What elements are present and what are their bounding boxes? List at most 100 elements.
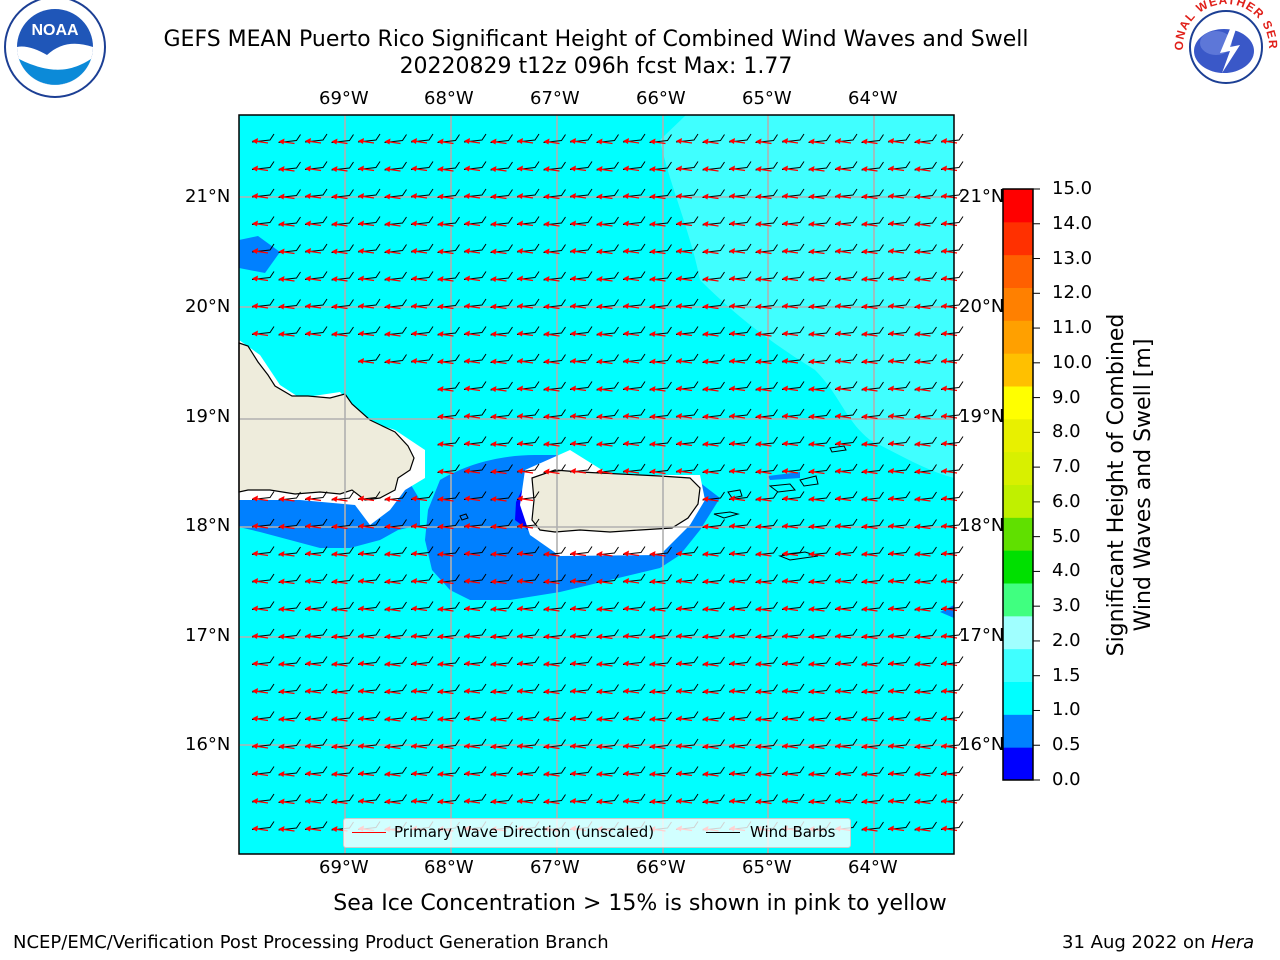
wave-arrow-head	[305, 193, 311, 199]
wave-arrow-head	[782, 798, 788, 804]
wave-arrow-head	[888, 303, 894, 309]
wave-arrow-head	[729, 385, 735, 392]
wave-arrow-head	[835, 303, 841, 309]
wave-arrow-head	[729, 138, 735, 144]
wave-arrow-head	[649, 386, 656, 392]
wave-arrow-head	[755, 688, 762, 695]
wave-arrow-head	[305, 715, 311, 722]
wave-arrow-head	[596, 413, 603, 420]
wave-arrow-head	[941, 715, 947, 722]
wave-arrow-head	[437, 496, 444, 502]
colorbar-band	[1003, 615, 1033, 650]
wave-arrow-head	[676, 275, 682, 282]
wave-arrow-head	[835, 193, 841, 199]
wave-arrow-head	[914, 248, 921, 255]
legend-wave-swatch	[352, 832, 386, 833]
wave-arrow-head	[702, 248, 709, 255]
wave-arrow-head	[358, 688, 364, 694]
wave-arrow-head	[570, 193, 576, 199]
wave-arrow-head	[808, 798, 815, 805]
wave-arrow-head	[755, 578, 762, 585]
wave-arrow-head	[861, 166, 868, 172]
wave-arrow-head	[914, 441, 921, 447]
wave-arrow-head	[782, 743, 788, 749]
wave-arrow-head	[649, 468, 656, 475]
lat-label-left: 18°N	[185, 515, 231, 536]
wave-arrow-head	[941, 633, 947, 639]
wave-arrow-head	[437, 303, 444, 310]
wave-arrow-head	[861, 331, 868, 337]
wave-arrow-head	[517, 275, 523, 282]
wave-arrow-head	[729, 660, 735, 667]
wave-arrow-head	[861, 716, 868, 722]
wave-arrow-head	[358, 248, 364, 254]
wave-arrow-head	[570, 385, 576, 392]
wave-arrow-head	[358, 303, 364, 309]
wave-arrow-head	[941, 798, 947, 804]
wave-arrow-head	[782, 275, 788, 282]
wave-arrow-head	[649, 221, 656, 227]
wave-arrow-head	[490, 303, 497, 310]
wave-arrow-head	[888, 550, 894, 557]
wave-arrow-head	[490, 138, 497, 145]
wave-arrow-head	[941, 495, 947, 502]
wave-arrow-head	[358, 633, 364, 639]
wave-arrow-head	[835, 743, 841, 749]
wave-arrow-head	[861, 661, 868, 667]
lat-label-left: 20°N	[185, 296, 231, 317]
wave-arrow-head	[596, 303, 603, 310]
lat-label-right: 16°N	[959, 734, 1005, 755]
wave-arrow-head	[490, 798, 497, 805]
wave-arrow-head	[358, 193, 364, 199]
wave-arrow-head	[331, 496, 338, 502]
wave-arrow-head	[437, 688, 444, 695]
wave-arrow-head	[331, 633, 338, 640]
wave-arrow-head	[914, 688, 921, 695]
wave-arrow-head	[517, 770, 523, 777]
wave-arrow-head	[941, 220, 947, 227]
wave-arrow-head	[649, 413, 656, 420]
colorbar-band	[1003, 714, 1033, 748]
wave-arrow-head	[490, 276, 497, 282]
wave-arrow-head	[331, 303, 338, 310]
wave-arrow-head	[252, 688, 258, 694]
wave-arrow-head	[490, 606, 497, 612]
wave-arrow-head	[596, 358, 603, 365]
wave-arrow-head	[835, 798, 841, 804]
wave-arrow-head	[517, 330, 523, 337]
wave-arrow-head	[702, 441, 709, 447]
wave-arrow-head	[384, 248, 391, 255]
colorbar-tick-label: 8.0	[1052, 421, 1081, 443]
wave-arrow-head	[729, 468, 735, 474]
wave-arrow-head	[914, 633, 921, 640]
wave-arrow-head	[808, 166, 815, 172]
wave-arrow-head	[517, 798, 523, 804]
wave-arrow-head	[411, 330, 417, 337]
wave-arrow-head	[888, 770, 894, 777]
wave-arrow-head	[729, 523, 735, 529]
wave-arrow-head	[676, 633, 682, 639]
colorbar-band	[1003, 747, 1033, 781]
wave-arrow-head	[623, 468, 629, 474]
wave-arrow-head	[755, 193, 762, 200]
wave-arrow-head	[835, 770, 841, 777]
wave-arrow-head	[755, 523, 762, 530]
wave-arrow-head	[702, 413, 709, 420]
wave-arrow-head	[331, 276, 338, 282]
wave-arrow-head	[914, 743, 921, 750]
wave-arrow-head	[835, 660, 841, 667]
wave-arrow-head	[596, 468, 603, 475]
colorbar-tick-label: 0.0	[1052, 769, 1081, 790]
wave-arrow-head	[861, 468, 868, 475]
wave-arrow-head	[358, 275, 364, 282]
wave-arrow-head	[543, 716, 550, 722]
wave-arrow-head	[808, 221, 815, 227]
wave-arrow-head	[596, 578, 603, 585]
lon-label-bottom: 66°W	[636, 857, 686, 878]
wave-arrow-head	[490, 661, 497, 667]
wave-arrow-head	[676, 358, 682, 364]
wave-arrow-head	[729, 770, 735, 777]
wave-arrow-head	[331, 331, 338, 337]
land-hispaniola	[238, 342, 415, 501]
wave-arrow-head	[888, 688, 894, 694]
